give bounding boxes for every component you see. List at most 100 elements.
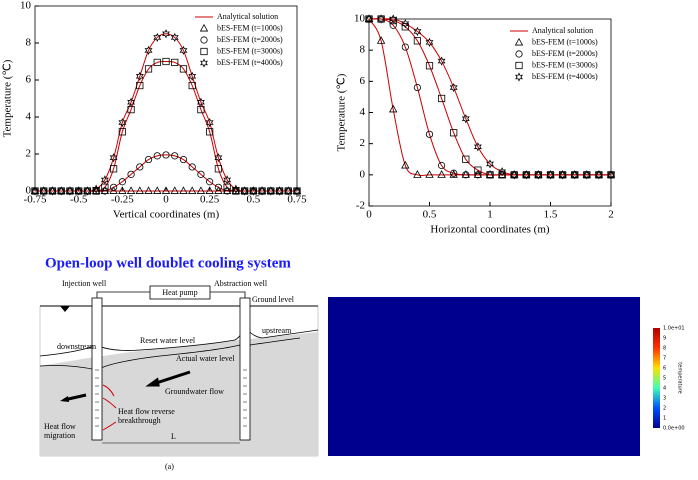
- x-tick-label: -0.25: [111, 194, 134, 206]
- marker: [197, 170, 205, 178]
- marker: [413, 83, 421, 92]
- marker: [522, 170, 531, 180]
- y-tick-label: 2: [26, 148, 32, 160]
- marker: [30, 186, 40, 194]
- marker: [136, 81, 144, 90]
- marker: [200, 36, 208, 44]
- label: Heat flow reverse: [118, 407, 175, 416]
- abstraction-well: [239, 297, 251, 441]
- marker: [510, 170, 519, 180]
- marker: [196, 186, 206, 194]
- marker: [188, 71, 197, 81]
- colorbar-label: 6: [663, 366, 666, 372]
- marker: [413, 170, 422, 178]
- y-tick-label: 2: [360, 137, 366, 149]
- label: migration: [44, 431, 75, 440]
- marker: [188, 186, 197, 194]
- y-axis-label: Temperature (℃): [336, 73, 348, 151]
- marker: [249, 186, 258, 194]
- legend-label: bES-FEM (t=3000s): [532, 60, 598, 69]
- marker: [206, 178, 214, 186]
- marker: [449, 170, 458, 178]
- marker: [389, 14, 398, 24]
- marker: [401, 160, 410, 169]
- colorbar-label: 5: [663, 376, 666, 382]
- marker: [486, 159, 494, 169]
- marker: [110, 183, 118, 191]
- colorbar-label: 4: [663, 386, 666, 392]
- marker: [486, 171, 494, 179]
- colorbar-label: 8: [663, 346, 666, 352]
- analytical-line: [35, 154, 297, 192]
- ground-marker: [60, 306, 70, 312]
- marker: [144, 65, 153, 73]
- marker: [266, 186, 275, 196]
- label: breakthrough: [118, 416, 161, 425]
- x-tick-label: 1.5: [544, 209, 558, 221]
- marker: [240, 186, 249, 194]
- marker: [376, 36, 386, 44]
- marker: [474, 171, 482, 179]
- contour-field: [328, 297, 640, 456]
- marker: [485, 170, 495, 178]
- legend-label: bES-FEM (t=2000s): [217, 35, 283, 44]
- marker: [57, 186, 66, 196]
- marker: [449, 82, 458, 93]
- colorbar-label: 1.0e+01: [663, 326, 685, 332]
- marker: [83, 186, 92, 196]
- marker: [118, 178, 126, 186]
- marker: [205, 117, 214, 128]
- marker: [83, 186, 92, 194]
- x-tick-label: -0.75: [24, 194, 47, 206]
- marker: [200, 58, 208, 68]
- marker: [100, 175, 109, 185]
- marker: [179, 65, 188, 73]
- marker: [127, 170, 135, 178]
- heading: Open-loop well doublet cooling system: [45, 255, 291, 271]
- marker: [377, 14, 386, 24]
- marker: [461, 170, 470, 178]
- marker: [118, 186, 127, 194]
- colorbar-label: 2: [663, 406, 666, 412]
- marker: [450, 129, 458, 137]
- marker: [515, 61, 523, 70]
- label: upstream: [262, 326, 292, 335]
- marker: [179, 155, 188, 164]
- marker: [522, 170, 531, 178]
- legend-label: bES-FEM (t=4000s): [217, 58, 283, 67]
- marker: [171, 58, 179, 67]
- pipes: [96, 291, 246, 298]
- marker: [437, 170, 446, 178]
- marker: [127, 97, 136, 107]
- label: Actual water level: [176, 354, 235, 363]
- marker: [546, 170, 555, 178]
- marker: [401, 43, 409, 51]
- marker: [582, 170, 591, 180]
- marker: [205, 186, 214, 194]
- x-tick-label: -0.5: [70, 194, 88, 206]
- marker: [582, 170, 591, 178]
- marker: [413, 37, 422, 45]
- marker: [534, 170, 543, 178]
- marker: [497, 170, 507, 178]
- marker: [223, 175, 232, 185]
- marker: [401, 23, 409, 31]
- marker: [365, 14, 373, 24]
- caption: (a): [165, 462, 174, 471]
- marker: [607, 170, 615, 180]
- marker: [425, 130, 434, 138]
- screens: [95, 369, 247, 427]
- x-axis-label: Horizontal coordinates (m): [430, 224, 549, 236]
- marker: [257, 186, 267, 194]
- marker: [170, 32, 179, 43]
- marker: [135, 71, 144, 81]
- marker: [473, 170, 483, 178]
- marker: [284, 186, 293, 196]
- marker: [74, 186, 83, 196]
- marker: [153, 32, 162, 43]
- y-tick-label: 0: [26, 185, 32, 197]
- label: L: [171, 432, 176, 441]
- legend-label: bES-FEM (t=4000s): [532, 72, 598, 81]
- colorbar-label: 9: [663, 336, 666, 342]
- marker: [136, 163, 144, 171]
